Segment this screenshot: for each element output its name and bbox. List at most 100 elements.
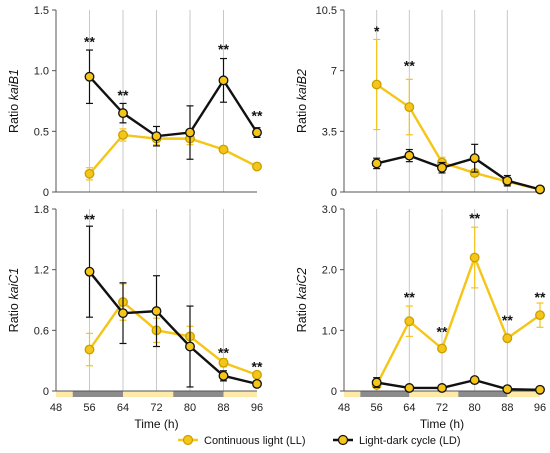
- panels: 0 0.5 1.0 1.5 Ratio kaiB1 ** ** ** ** 0 3.5 7 10.5 Ra…: [7, 5, 546, 431]
- photoperiod-dark-bar: [458, 391, 508, 397]
- significance-marker: **: [469, 210, 480, 226]
- photoperiod-light-bar: [507, 391, 540, 397]
- data-point: [218, 144, 229, 155]
- series-ld: [84, 49, 262, 160]
- data-point: [469, 252, 480, 263]
- y-tick-label: 1.0: [34, 66, 49, 78]
- data-point: [218, 370, 229, 381]
- data-point: [185, 341, 195, 352]
- series-line: [376, 378, 541, 391]
- x-tick-label: 72: [436, 402, 448, 414]
- data-point: [118, 130, 128, 140]
- y-axis-label-prefix: Ratio: [7, 100, 21, 133]
- data-point: [535, 184, 545, 195]
- data-point: [84, 71, 95, 82]
- data-point: [371, 377, 382, 388]
- data-point: [404, 150, 415, 161]
- y-tick-label: 1.2: [34, 265, 49, 277]
- y-tick-label: 1.0: [322, 325, 337, 337]
- series-ll: [371, 226, 545, 390]
- y-tick-label: 0.6: [34, 325, 49, 337]
- y-axis-label: Ratio kaiC1: [7, 268, 21, 333]
- x-tick-label: 96: [251, 402, 263, 414]
- significance-marker: *: [374, 23, 380, 39]
- photoperiod-light-bar: [123, 391, 174, 397]
- photoperiod-light-bar: [409, 391, 459, 397]
- data-point: [404, 316, 415, 327]
- y-axis-label-gene: kaiB2: [295, 69, 309, 100]
- photoperiod-dark-bar: [173, 391, 224, 397]
- series-line: [88, 270, 258, 386]
- data-point: [252, 161, 262, 172]
- photoperiod-dark-bar: [72, 391, 123, 397]
- photoperiod-light-bar: [344, 391, 361, 397]
- x-axis-label: Time (h): [420, 417, 464, 431]
- data-point: [437, 343, 447, 354]
- y-axis-label-prefix: Ratio: [7, 300, 21, 333]
- series-ll: [84, 128, 262, 181]
- data-point: [118, 108, 128, 119]
- legend-ld-label: Light-dark cycle (LD): [359, 435, 460, 447]
- significance-marker: **: [118, 87, 129, 103]
- data-point: [252, 378, 262, 389]
- data-point: [469, 375, 480, 386]
- series-ll: [371, 38, 545, 195]
- x-tick-label: 72: [150, 402, 162, 414]
- series-ld: [371, 375, 545, 395]
- photoperiod-light-bar: [56, 391, 73, 397]
- significance-marker: **: [404, 57, 415, 73]
- photoperiod-dark-bar: [360, 391, 410, 397]
- x-tick-label: 48: [50, 402, 62, 414]
- legend: Continuous light (LL) Light-dark cycle (…: [178, 434, 460, 447]
- series-line: [88, 300, 258, 376]
- significance-marker: **: [84, 211, 95, 227]
- data-point: [252, 127, 262, 138]
- y-tick-label: 0: [43, 386, 49, 398]
- x-tick-label: 64: [117, 402, 129, 414]
- x-tick-label: 80: [469, 402, 481, 414]
- data-point: [84, 266, 95, 277]
- y-tick-label: 10.5: [316, 5, 337, 17]
- y-axis-label-gene: kaiC1: [7, 268, 21, 300]
- y-axis-label: Ratio kaiC2: [295, 268, 309, 333]
- data-point: [185, 127, 195, 138]
- data-point: [437, 162, 447, 173]
- significance-marker: **: [502, 312, 513, 328]
- panel-top-left: 0 0.5 1.0 1.5 Ratio kaiB1 ** ** ** **: [7, 5, 263, 199]
- data-point: [404, 102, 415, 113]
- x-tick-label: 56: [371, 402, 383, 414]
- y-tick-label: 0: [331, 386, 337, 398]
- photoperiod-light-bar: [223, 391, 257, 397]
- data-point: [84, 344, 95, 355]
- data-point: [118, 308, 128, 319]
- data-point: [404, 383, 415, 393]
- data-point: [535, 384, 545, 395]
- data-point: [437, 383, 447, 393]
- x-tick-label: 96: [534, 402, 546, 414]
- y-tick-label: 7: [331, 66, 337, 78]
- x-tick-label: 88: [501, 402, 513, 414]
- data-point: [84, 168, 95, 179]
- y-tick-label: 1.8: [34, 204, 49, 216]
- significance-marker: **: [84, 34, 95, 50]
- y-tick-label: 2.0: [322, 265, 337, 277]
- legend-ll-label: Continuous light (LL): [204, 435, 306, 447]
- panel-bottom-right: 0 1.0 2.0 3.0 48 56 64 72 80 88 96 Time (h) Ratio ka…: [295, 204, 546, 431]
- panel-bottom-left: 0 0.6 1.2 1.8 48 56 64 72 80 88 96 Time (h) Ratio ka…: [7, 204, 263, 431]
- series-line: [88, 75, 259, 138]
- series-line: [88, 133, 258, 175]
- y-tick-label: 0: [43, 187, 49, 199]
- y-axis-label-prefix: Ratio: [295, 300, 309, 333]
- x-tick-label: 56: [83, 402, 95, 414]
- data-point: [469, 153, 480, 164]
- x-axis-label: Time (h): [134, 417, 178, 431]
- legend-ld-marker: [337, 434, 349, 446]
- data-point: [218, 357, 229, 368]
- y-tick-label: 0: [331, 187, 337, 199]
- y-tick-label: 3.5: [322, 126, 337, 138]
- y-tick-label: 1.5: [34, 5, 49, 17]
- data-point: [218, 75, 229, 86]
- x-tick-label: 64: [403, 402, 415, 414]
- data-point: [371, 158, 382, 169]
